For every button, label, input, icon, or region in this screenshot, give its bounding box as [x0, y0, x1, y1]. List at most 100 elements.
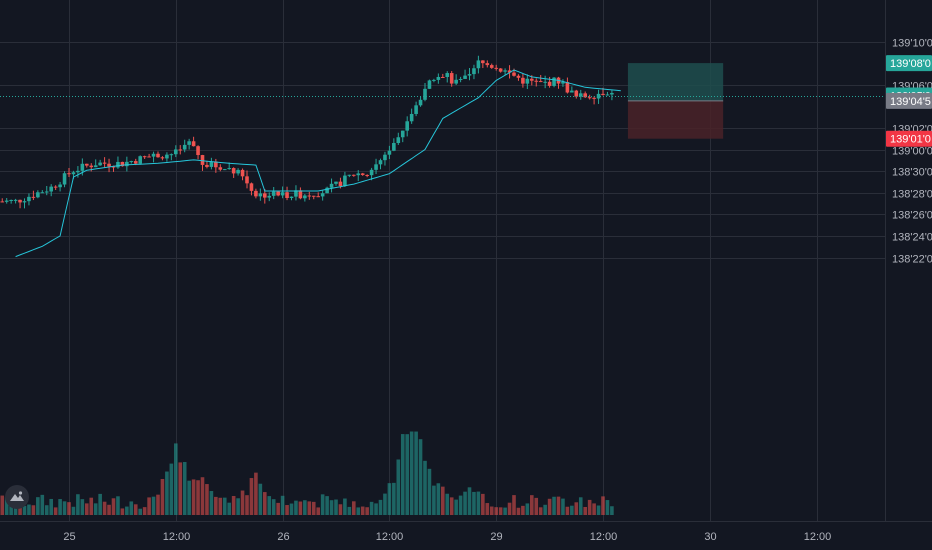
candle-body: [360, 173, 365, 175]
volume-bar: [147, 497, 151, 515]
volume-bar: [489, 506, 494, 515]
volume-bars: [0, 431, 614, 515]
candle-body: [565, 82, 570, 93]
long-position-tool[interactable]: [627, 63, 724, 139]
candle-body: [552, 77, 556, 86]
target-zone[interactable]: [627, 63, 724, 101]
volume-bar: [9, 505, 13, 515]
candle-body: [418, 99, 423, 106]
volume-bar: [187, 480, 191, 515]
volume-bar: [360, 506, 365, 515]
candle-body: [445, 73, 450, 77]
candle-body: [169, 154, 174, 156]
volume-bar: [294, 500, 298, 515]
candle-body: [18, 199, 22, 203]
candle-body: [525, 78, 530, 84]
volume-bar: [498, 507, 503, 515]
candle-body: [547, 81, 552, 86]
candle-body: [289, 196, 294, 199]
volume-bar: [240, 490, 245, 515]
volume-bar: [80, 499, 85, 515]
candle-body: [280, 192, 285, 196]
time-scale[interactable]: 25 12:00 26 12:00 29 12:00 30 12:00: [0, 521, 932, 544]
candle-body: [276, 191, 280, 196]
candle-body: [378, 160, 383, 165]
candle-body: [294, 190, 298, 197]
candle-body: [218, 167, 223, 170]
candle-body: [151, 153, 156, 157]
time-tick-label: 12:00: [590, 531, 618, 543]
candle-body: [472, 68, 476, 75]
candle-body: [0, 201, 5, 203]
candle-body: [441, 76, 445, 78]
volume-bar: [610, 506, 614, 515]
candle-body: [138, 156, 142, 164]
price-tick-label: 138'30'0: [892, 167, 932, 179]
volume-bar: [285, 505, 289, 515]
volume-bar: [387, 483, 392, 515]
target-price-tag: 139'08'0: [886, 55, 932, 72]
volume-bar: [503, 507, 507, 515]
tradingview-logo-icon[interactable]: [5, 485, 29, 509]
candle-body: [191, 141, 196, 147]
volume-bar: [4, 497, 9, 515]
volume-bar: [116, 496, 120, 515]
candle-body: [396, 137, 401, 143]
price-tick-label: 138'24'0: [892, 232, 932, 244]
candle-body: [489, 65, 494, 68]
candle-body: [236, 169, 240, 174]
volume-bar: [249, 478, 254, 515]
volume-bar: [418, 439, 423, 515]
volume-bar: [525, 503, 530, 515]
volume-bar: [120, 508, 125, 515]
candle-body: [303, 195, 307, 199]
candle-body: [320, 193, 325, 197]
volume-bar: [93, 503, 98, 515]
candle-body: [231, 168, 236, 174]
candle-body: [610, 92, 614, 95]
time-tick-label: 12:00: [376, 531, 404, 543]
candle-body: [334, 181, 338, 184]
candle-body: [427, 80, 432, 89]
volume-bar: [512, 495, 516, 515]
candle-body: [116, 161, 120, 168]
candle-body: [409, 113, 414, 122]
candle-body: [338, 181, 343, 187]
volume-bar: [454, 499, 458, 515]
candle-body: [481, 60, 485, 64]
candle-body: [307, 195, 312, 197]
volume-bar: [383, 493, 387, 515]
volume-bar: [441, 486, 445, 515]
volume-bar: [570, 505, 574, 515]
candle-body: [596, 93, 601, 99]
price-scale[interactable]: 139'10'0139'06'0139'02'0139'00'0138'30'0…: [885, 0, 932, 521]
volume-bar: [369, 501, 374, 515]
volume-bar: [463, 491, 467, 515]
candle-body: [267, 195, 272, 198]
volume-bar: [445, 493, 450, 515]
candle-body: [316, 196, 320, 198]
volume-bar: [205, 484, 209, 515]
volume-bar: [476, 491, 481, 515]
volume-bar: [156, 494, 160, 515]
candle-body: [383, 154, 387, 161]
volume-bar: [378, 499, 383, 515]
volume-bar: [530, 495, 534, 515]
stop-price-label: 139'01'0: [890, 134, 931, 146]
volume-bar: [191, 479, 196, 515]
volume-bar: [547, 498, 552, 515]
candle-body: [200, 155, 205, 165]
volume-bar: [481, 493, 485, 515]
volume-bar: [543, 504, 547, 515]
candle-body: [125, 161, 129, 167]
candle-body: [58, 184, 62, 188]
volume-bar: [392, 482, 396, 515]
candle-body: [578, 93, 583, 97]
candle-body: [449, 73, 454, 84]
time-tick-labels: 25 12:00 26 12:00 29 12:00 30 12:00: [63, 531, 831, 543]
candle-body: [245, 176, 249, 184]
stop-zone[interactable]: [627, 100, 724, 139]
volume-bar: [245, 495, 249, 515]
